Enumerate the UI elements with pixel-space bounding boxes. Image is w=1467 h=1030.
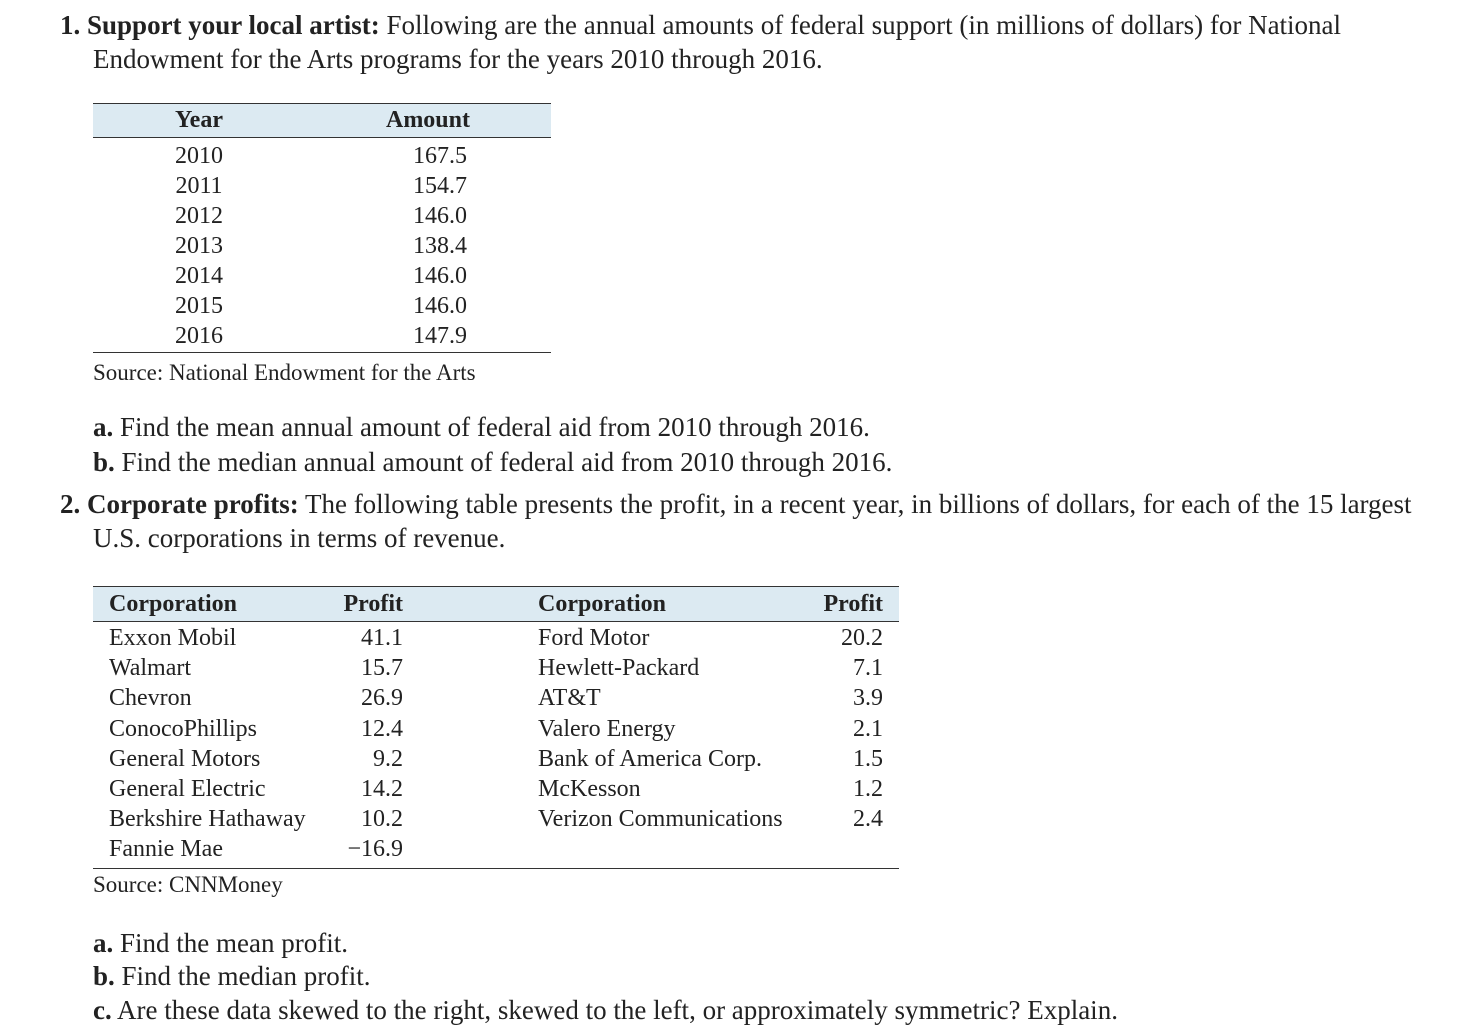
corporation-cell: AT&T [538,685,601,712]
question-label: a. [93,412,114,442]
table2-source: Source: CNNMoney [93,872,283,897]
corporation-cell: Fannie Mae [109,836,223,863]
problem2-title: Corporate profits: [87,489,299,519]
profit-cell: 1.2 [853,775,883,802]
corporation-cell: Hewlett-Packard [538,655,700,682]
problem1-text-line2: Endowment for the Arts programs for the … [93,44,823,74]
profit-cell: 2.4 [853,806,883,833]
profit-cell: 10.2 [361,806,403,833]
table-row: 2011 154.7 [93,171,551,201]
problem2-question-a: a. Find the mean profit. [93,926,348,960]
profit-cell: 7.1 [853,655,883,682]
profit-cell: 15.7 [361,655,403,682]
question-label: a. [93,928,114,958]
table-row: General Electric 14.2 McKesson 1.2 [93,774,899,804]
corporation-cell: General Electric [109,775,266,802]
table-body: Exxon Mobil 41.1 Ford Motor 20.2 Walmart… [93,622,899,869]
profit-cell: 12.4 [361,715,403,742]
table-row: 2014 146.0 [93,261,551,291]
problem2-heading: 2. Corporate profits: The following tabl… [60,487,1412,521]
amount-cell: 167.5 [413,143,467,169]
corporate-profits-table: Corporation Profit Corporation Profit Ex… [93,586,899,869]
question-text: Find the median annual amount of federal… [121,447,893,477]
problem2-text-line1: The following table presents the profit,… [304,489,1412,519]
table-row: Chevron 26.9 AT&T 3.9 [93,683,899,713]
profit-cell: 20.2 [841,625,883,651]
question-label: b. [93,961,115,991]
table1-source: Source: National Endowment for the Arts [93,360,476,385]
corporation-cell: Chevron [109,685,192,712]
table-row: 2015 146.0 [93,291,551,321]
profit-cell: 26.9 [361,685,403,712]
amount-cell: 154.7 [413,173,467,199]
table-row: Walmart 15.7 Hewlett-Packard 7.1 [93,653,899,683]
corporation-cell: ConocoPhillips [109,715,258,742]
amount-cell: 146.0 [413,293,467,319]
profit-cell: 1.5 [853,745,883,772]
problem1-text-line1: Following are the annual amounts of fede… [386,10,1342,40]
question-label: c. [93,995,112,1025]
year-cell: 2016 [175,323,223,349]
header-corporation-left: Corporation [109,591,237,617]
table-row: 2013 138.4 [93,231,551,261]
profit-cell: 14.2 [361,775,403,802]
year-cell: 2011 [175,173,223,199]
problem1-number: 1. [60,10,81,40]
table-header: Corporation Profit Corporation Profit [93,586,899,622]
table-row: General Motors 9.2 Bank of America Corp.… [93,744,899,774]
table-row: 2016 147.9 [93,321,551,351]
table-row: 2010 167.5 [93,141,551,171]
profit-cell: 3.9 [853,685,883,712]
table-body: 2010 167.5 2011 154.7 2012 146.0 2013 13… [93,138,551,353]
problem2-question-c: c. Are these data skewed to the right, s… [93,993,1118,1027]
question-text: Find the mean profit. [120,928,348,958]
header-amount: Amount [385,107,470,133]
year-cell: 2010 [175,143,223,169]
table-row: Exxon Mobil 41.1 Ford Motor 20.2 [93,623,899,653]
table-row: Fannie Mae −16.9 [93,834,899,864]
corporation-cell: Walmart [109,655,192,682]
table-row: 2012 146.0 [93,201,551,231]
corporation-cell: Verizon Communications [538,806,783,833]
amount-cell: 138.4 [413,233,467,259]
year-cell: 2012 [175,203,223,229]
question-text: Find the median profit. [121,961,371,991]
header-profit-left: Profit [343,591,403,617]
corporation-cell: McKesson [538,775,641,802]
amount-cell: 146.0 [413,263,467,289]
profit-cell: 2.1 [853,715,883,742]
problem2-question-b: b. Find the median profit. [93,959,371,993]
profit-cell: −16.9 [347,836,403,863]
corporation-cell: General Motors [109,745,261,772]
problem2-number: 2. [60,489,81,519]
amount-cell: 146.0 [413,203,467,229]
header-year: Year [175,107,223,133]
problem1-title: Support your local artist: [87,10,380,40]
header-profit-right: Profit [823,591,883,617]
year-cell: 2014 [175,263,223,289]
problem1-question-b: b. Find the median annual amount of fede… [93,445,892,479]
table-row: ConocoPhillips 12.4 Valero Energy 2.1 [93,714,899,744]
corporation-cell: Berkshire Hathaway [109,806,306,833]
corporation-cell: Bank of America Corp. [538,745,762,772]
profit-cell: 9.2 [373,745,403,772]
year-cell: 2015 [175,293,223,319]
question-text: Are these data skewed to the right, skew… [117,995,1118,1025]
problem2-text-line2: U.S. corporations in terms of revenue. [93,523,506,553]
problem1-question-a: a. Find the mean annual amount of federa… [93,410,870,444]
question-text: Find the mean annual amount of federal a… [120,412,870,442]
corporation-cell: Valero Energy [538,715,676,742]
year-cell: 2013 [175,233,223,259]
table-header: Year Amount [93,103,551,138]
question-label: b. [93,447,115,477]
problem1-heading: 1. Support your local artist: Following … [60,8,1341,42]
profit-cell: 41.1 [361,625,403,651]
corporation-cell: Ford Motor [538,625,650,651]
header-corporation-right: Corporation [538,591,666,617]
corporation-cell: Exxon Mobil [109,625,237,651]
arts-funding-table: Year Amount 2010 167.5 2011 154.7 2012 1… [93,103,551,353]
amount-cell: 147.9 [413,323,467,349]
table-row: Berkshire Hathaway 10.2 Verizon Communic… [93,804,899,834]
